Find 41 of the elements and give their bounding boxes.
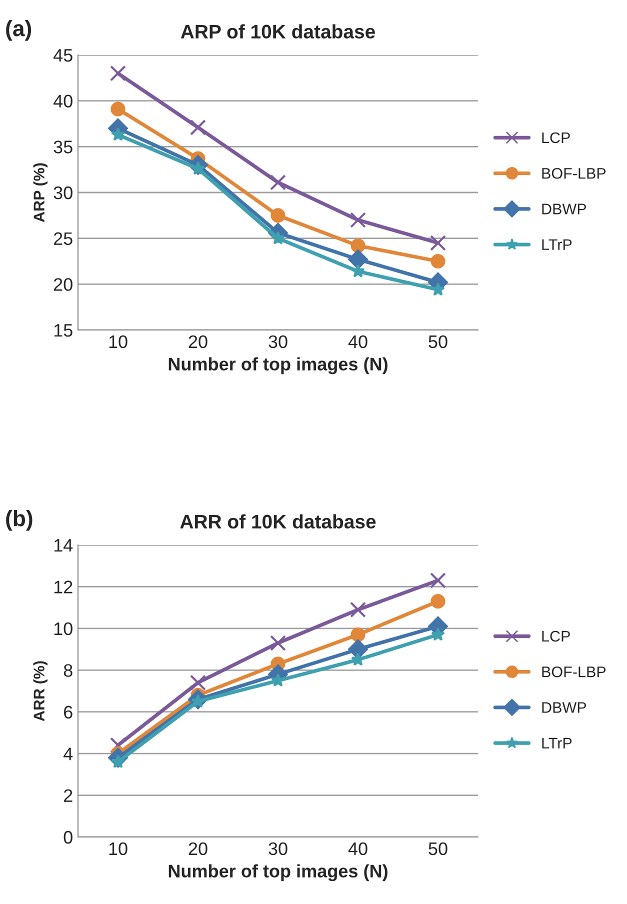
x-tick-label: 10 [109,335,128,348]
y-tick-label: 12 [54,580,72,594]
chart-title: ARR of 10K database [180,514,376,529]
y-tick-label: 30 [54,186,72,200]
legend-label: DBWP [542,204,586,214]
legend-label: BOF-LBP [542,168,606,179]
legend-label: LCP [542,132,570,144]
y-tick-label: 15 [54,324,72,337]
legend-label: LTrP [542,239,572,250]
y-tick-label: 0 [64,830,72,844]
y-tick-label: 45 [53,49,72,62]
x-tick-label: 20 [188,842,208,856]
x-tick-label: 50 [428,842,448,856]
y-tick-label: 10 [54,622,72,636]
text: (a) [6,20,32,41]
y-tick-label: 20 [54,278,72,291]
x-tick-label: 40 [348,842,368,856]
y-tick-label: 2 [64,789,72,802]
y-axis-title: ARP (%) [33,163,48,222]
chart-title: ARP of 10K database [180,24,375,39]
x-tick-label: 20 [188,335,208,348]
x-tick-label: 10 [109,842,128,856]
x-tick-label: 50 [428,335,448,348]
x-tick-label: 40 [348,335,368,348]
x-tick-label: 30 [268,335,288,348]
y-tick-label: 4 [64,748,73,760]
y-tick-label: 8 [64,664,72,677]
x-axis-title: Number of top images (N) [168,864,388,882]
x-tick-label: 30 [268,842,288,856]
x-axis-title: Number of top images (N) [168,357,388,374]
legend-label: DBWP [542,702,586,713]
y-tick-label: 35 [54,140,72,154]
legend-label: BOF-LBP [542,666,606,678]
text: (b) [6,510,32,531]
y-axis-title: ARR (%) [33,661,48,722]
legend-label: LTrP [542,738,572,748]
legend-label: LCP [542,630,570,642]
y-tick-label: 6 [64,706,72,719]
y-tick-label: 14 [54,539,73,552]
y-tick-label: 40 [53,94,72,108]
y-tick-label: 25 [54,232,72,246]
